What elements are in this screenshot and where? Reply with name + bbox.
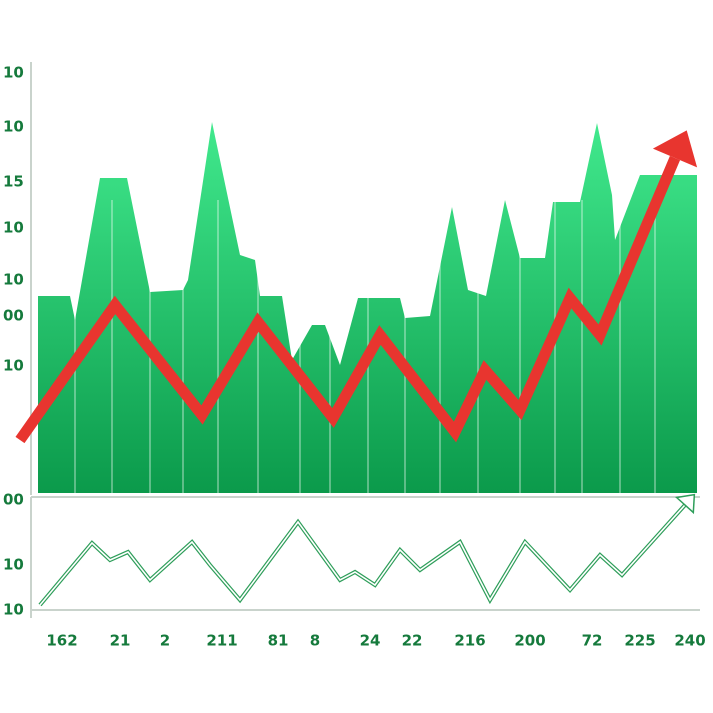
trend-line-inner bbox=[39, 504, 686, 606]
x-label: 81 bbox=[268, 632, 289, 650]
trend-arrow bbox=[675, 493, 696, 515]
y-label: 10 bbox=[3, 357, 24, 375]
area bbox=[38, 122, 697, 493]
y-label: 00 bbox=[3, 491, 24, 509]
y-label: 15 bbox=[3, 173, 24, 191]
x-label: 22 bbox=[402, 632, 423, 650]
x-label: 162 bbox=[46, 632, 77, 650]
x-label: 21 bbox=[110, 632, 131, 650]
y-label: 10 bbox=[3, 556, 24, 574]
y-label: 00 bbox=[3, 307, 24, 325]
y-label: 10 bbox=[3, 271, 24, 289]
trend-line-outline bbox=[38, 503, 687, 607]
y-label: 10 bbox=[3, 219, 24, 237]
trend-arrow bbox=[652, 130, 698, 168]
x-label: 2 bbox=[160, 632, 170, 650]
x-label: 72 bbox=[582, 632, 603, 650]
x-label: 8 bbox=[310, 632, 320, 650]
x-label: 24 bbox=[360, 632, 381, 650]
trend-line bbox=[15, 155, 681, 444]
x-label: 216 bbox=[454, 632, 485, 650]
x-label: 211 bbox=[206, 632, 237, 650]
y-label: 10 bbox=[3, 64, 24, 82]
x-label: 200 bbox=[514, 632, 545, 650]
y-label: 10 bbox=[3, 118, 24, 136]
y-label: 10 bbox=[3, 601, 24, 619]
x-label: 240 bbox=[674, 632, 705, 650]
x-label: 225 bbox=[624, 632, 655, 650]
